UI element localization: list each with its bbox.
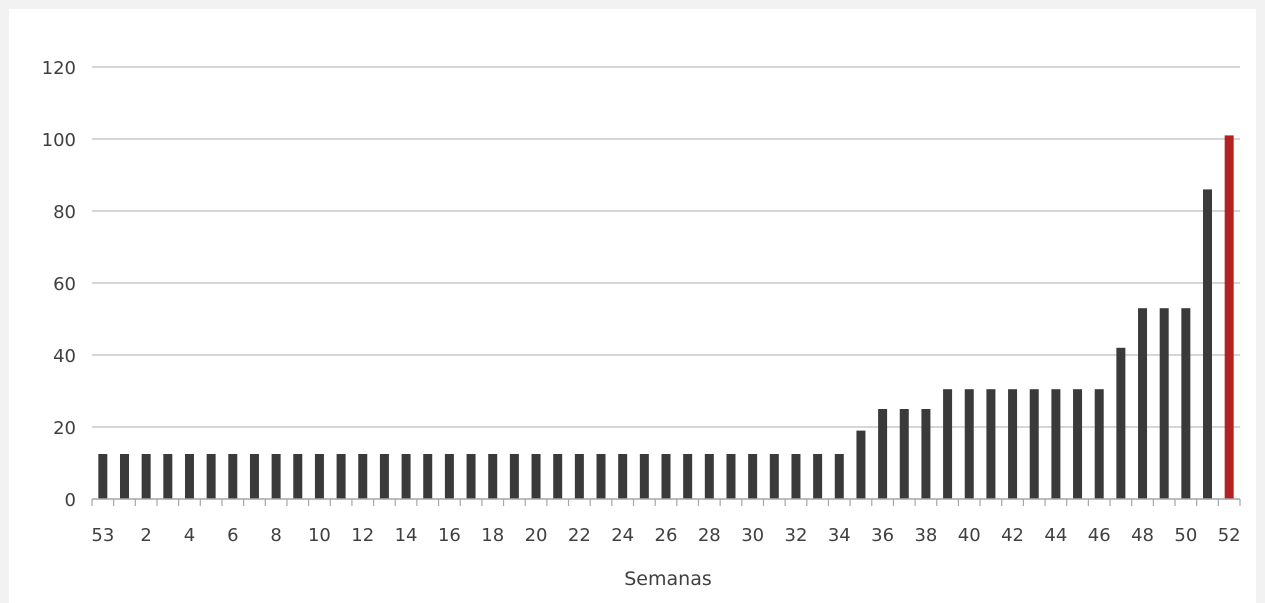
x-tick-label: 38 bbox=[914, 525, 937, 546]
x-tick-label: 46 bbox=[1088, 525, 1111, 546]
x-tick-label: 28 bbox=[698, 525, 721, 546]
bar bbox=[704, 454, 714, 499]
x-tick-label: 42 bbox=[1001, 525, 1024, 546]
bar bbox=[531, 454, 541, 499]
y-axis-ticks: 0 20 40 60 80 100 120 bbox=[42, 58, 76, 511]
x-axis bbox=[91, 498, 1241, 506]
x-tick-label: 12 bbox=[351, 525, 374, 546]
bar bbox=[1181, 308, 1191, 499]
x-tick-label: 30 bbox=[741, 525, 764, 546]
bar bbox=[163, 454, 173, 499]
x-tick-label: 18 bbox=[481, 525, 504, 546]
bar bbox=[466, 454, 476, 499]
bar bbox=[726, 454, 736, 499]
bar-highlight bbox=[1224, 135, 1234, 499]
x-tick-label: 40 bbox=[958, 525, 981, 546]
bar bbox=[336, 454, 346, 499]
bar bbox=[488, 454, 498, 499]
bar bbox=[423, 454, 433, 499]
bar bbox=[574, 454, 584, 499]
y-tick-label: 80 bbox=[53, 202, 76, 223]
bar bbox=[1116, 347, 1126, 499]
bar bbox=[1159, 308, 1169, 499]
bar bbox=[553, 454, 563, 499]
chart-frame bbox=[9, 9, 1256, 603]
y-tick-label: 100 bbox=[42, 130, 76, 151]
x-tick-label: 20 bbox=[525, 525, 548, 546]
bar bbox=[639, 454, 649, 499]
bar bbox=[119, 454, 129, 499]
bar bbox=[899, 409, 909, 499]
bar bbox=[964, 389, 974, 499]
x-tick-label: 32 bbox=[785, 525, 808, 546]
bar bbox=[1051, 389, 1061, 499]
bar bbox=[184, 454, 194, 499]
y-tick-label: 60 bbox=[53, 274, 76, 295]
bar bbox=[98, 454, 108, 499]
y-tick-label: 20 bbox=[53, 418, 76, 439]
x-axis-ticks: 53 2 4 6 8 10 12 14 16 18 20 22 24 26 28 30 32 34 36 38 40 42… bbox=[91, 525, 1240, 546]
bar bbox=[791, 454, 801, 499]
bar bbox=[661, 454, 671, 499]
bar bbox=[1138, 308, 1148, 499]
y-tick-label: 0 bbox=[65, 490, 76, 511]
x-tick-label: 2 bbox=[140, 525, 151, 546]
bar bbox=[986, 389, 996, 499]
bar bbox=[943, 389, 953, 499]
x-tick-label: 48 bbox=[1131, 525, 1154, 546]
x-tick-label: 50 bbox=[1174, 525, 1197, 546]
bar bbox=[293, 454, 303, 499]
bar bbox=[249, 454, 259, 499]
x-tick-label: 44 bbox=[1044, 525, 1067, 546]
bar bbox=[509, 454, 519, 499]
x-tick-label: 53 bbox=[91, 525, 114, 546]
x-tick-label: 16 bbox=[438, 525, 461, 546]
bars bbox=[98, 135, 1234, 499]
bar bbox=[444, 454, 454, 499]
bar bbox=[1073, 389, 1083, 499]
bar bbox=[1029, 389, 1039, 499]
bar bbox=[618, 454, 628, 499]
y-tick-label: 120 bbox=[42, 58, 76, 79]
bar bbox=[596, 454, 606, 499]
bar bbox=[228, 454, 238, 499]
bar bbox=[813, 454, 823, 499]
bar bbox=[206, 454, 216, 499]
x-tick-label: 34 bbox=[828, 525, 851, 546]
bar bbox=[379, 454, 389, 499]
x-tick-label: 24 bbox=[611, 525, 634, 546]
bar bbox=[1008, 389, 1018, 499]
bar bbox=[878, 409, 888, 499]
bar bbox=[834, 454, 844, 499]
x-tick-label: 4 bbox=[184, 525, 195, 546]
x-tick-label: 10 bbox=[308, 525, 331, 546]
y-tick-label: 40 bbox=[53, 346, 76, 367]
gridlines bbox=[92, 66, 1240, 428]
x-tick-label: 8 bbox=[270, 525, 281, 546]
bar bbox=[314, 454, 324, 499]
bar bbox=[683, 454, 693, 499]
bar bbox=[921, 409, 931, 499]
bar bbox=[769, 454, 779, 499]
bar bbox=[401, 454, 411, 499]
x-tick-label: 22 bbox=[568, 525, 591, 546]
x-tick-label: 14 bbox=[395, 525, 418, 546]
x-tick-label: 6 bbox=[227, 525, 238, 546]
x-axis-title: Semanas bbox=[624, 568, 712, 590]
bar bbox=[358, 454, 368, 499]
bar bbox=[271, 454, 281, 499]
bar bbox=[856, 430, 866, 499]
x-tick-label: 52 bbox=[1218, 525, 1241, 546]
bar bbox=[141, 454, 151, 499]
bar bbox=[1094, 389, 1104, 499]
bar bbox=[1203, 189, 1213, 499]
x-tick-label: 36 bbox=[871, 525, 894, 546]
x-tick-label: 26 bbox=[655, 525, 678, 546]
bar bbox=[748, 454, 758, 499]
